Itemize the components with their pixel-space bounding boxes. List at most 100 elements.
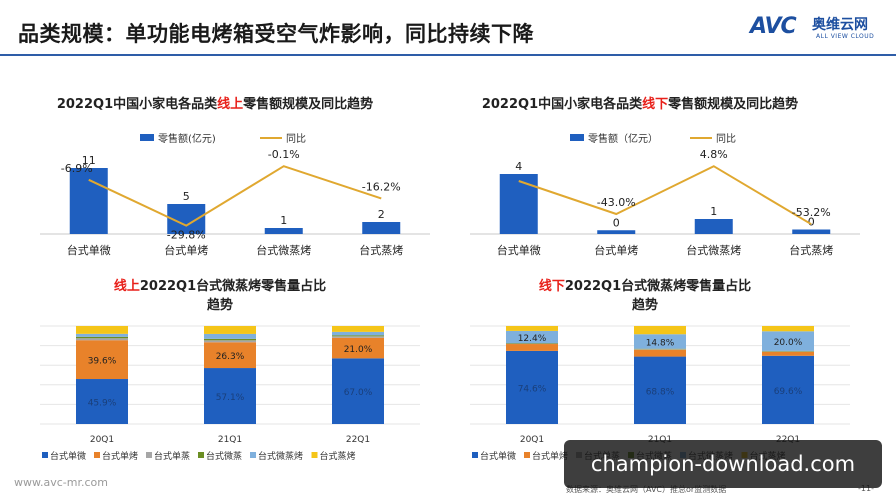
category-label: 台式微蒸烤 <box>256 243 311 257</box>
stack-segment <box>76 338 128 341</box>
line-value-label: -16.2% <box>362 180 401 193</box>
category-label: 21Q1 <box>218 435 242 445</box>
footer-url: www.avc-mr.com <box>14 476 108 489</box>
segment-label: 14.8% <box>646 338 675 348</box>
category-label: 台式蒸烤 <box>789 243 833 257</box>
legend-label: 台式单烤 <box>532 450 568 462</box>
bar <box>362 222 401 234</box>
title-part: 2022Q1台式微蒸烤零售量占比趋势 <box>139 279 327 313</box>
logo-english-name: ALL VIEW CLOUD <box>816 33 875 40</box>
title-highlight: 线下 <box>642 97 669 112</box>
legend-label-line: 同比 <box>716 133 736 145</box>
legend-label: 台式单蒸 <box>154 450 190 462</box>
legend-swatch <box>250 452 256 458</box>
title-part: 2022Q1中国小家电各品类 <box>481 97 643 112</box>
footer-source: 数据来源：奥维云网（AVC）推总or监测数据 <box>566 485 727 494</box>
chart-title-online-share: 线上2022Q1台式微蒸烤零售量占比趋势 <box>110 277 330 315</box>
stack-segment <box>76 326 128 334</box>
stack-segment <box>76 379 128 424</box>
legend-label: 台式蒸烤 <box>320 450 356 462</box>
stack-segment <box>762 355 814 424</box>
bar-value-label: 1 <box>280 214 287 227</box>
bar <box>69 168 108 234</box>
legend-swatch <box>311 452 318 458</box>
legend-label-bar: 零售额（亿元） <box>588 132 658 145</box>
page-number: -11- <box>858 484 874 493</box>
legend-label: 台式单微 <box>480 450 516 462</box>
segment-label: 26.3% <box>216 352 245 362</box>
category-label: 台式单微 <box>497 243 541 257</box>
legend-swatch-bar <box>570 134 584 141</box>
legend-swatch <box>198 452 204 458</box>
stack-segment <box>204 368 256 424</box>
title-highlight: 线上 <box>217 97 244 112</box>
logo-mark: AVC <box>750 14 797 39</box>
segment-label: 21.0% <box>344 345 373 355</box>
stack-segment <box>762 326 814 332</box>
category-label: 20Q1 <box>90 435 114 445</box>
yoy-line <box>88 165 382 227</box>
chart-title-online-sales: 2022Q1中国小家电各品类线上零售额规模及同比趋势 <box>50 95 380 114</box>
stack-segment <box>762 331 814 351</box>
chart-title-offline-sales: 2022Q1中国小家电各品类线下零售额规模及同比趋势 <box>475 95 805 114</box>
line-value-label: -29.8% <box>167 229 206 242</box>
slide-header: 品类规模：单功能电烤箱受空气炸影响，同比持续下降 AVC 奥维云网 ALL VI… <box>0 0 896 62</box>
stack-segment <box>76 340 128 380</box>
segment-label: 74.6% <box>518 384 547 394</box>
segment-label: 12.4% <box>518 334 547 344</box>
category-label: 台式单烤 <box>594 243 638 257</box>
chart-offline-sales: 零售额（亿元） 同比 4 台式单微 0 台式单烤 1 台式微蒸烤 0 台式蒸烤 -43.0% 4.8%… <box>470 132 860 257</box>
title-part: 2022Q1台式微蒸烤零售量占比趋势 <box>564 279 752 313</box>
bar-value-label: 2 <box>378 208 385 221</box>
legend-label: 台式微蒸 <box>206 450 242 462</box>
legend-label-bar: 零售额(亿元) <box>158 132 216 145</box>
title-highlight: 线下 <box>538 279 565 294</box>
bar-value-label: 5 <box>183 190 190 203</box>
category-label: 台式单微 <box>67 243 111 257</box>
category-label: 22Q1 <box>346 435 370 445</box>
stack-segment <box>506 330 558 344</box>
stack-segment <box>332 331 384 336</box>
title-highlight: 线上 <box>113 279 140 294</box>
category-label: 台式微蒸烤 <box>686 243 741 257</box>
stack-segment <box>332 337 384 359</box>
category-label: 台式蒸烤 <box>359 243 403 257</box>
segment-label: 20.0% <box>774 338 803 348</box>
stack-segment <box>506 326 558 331</box>
category-label: 20Q1 <box>520 435 544 445</box>
stack-segment <box>506 350 558 424</box>
bar <box>499 174 538 234</box>
segment-label: 69.6% <box>774 387 803 397</box>
bar <box>597 230 636 234</box>
line-value-label: -0.1% <box>268 148 300 161</box>
stack-segment <box>634 349 686 357</box>
segment-label: 39.6% <box>88 357 117 367</box>
stack-segment <box>332 358 384 424</box>
logo-chinese-name: 奥维云网 <box>812 17 868 33</box>
title-part: 2022Q1中国小家电各品类 <box>56 97 218 112</box>
segment-label: 68.8% <box>646 387 675 397</box>
segment-label: 45.9% <box>88 399 117 409</box>
bar-value-label: 4 <box>515 160 522 173</box>
bar-value-label: 11 <box>82 154 96 167</box>
stack-segment <box>332 326 384 332</box>
stack-segment <box>204 340 256 343</box>
line-value-label: -6.9% <box>61 162 93 175</box>
legend-swatch-bar <box>140 134 154 141</box>
segment-label: 57.1% <box>216 393 245 403</box>
legend-swatch <box>472 452 478 458</box>
legend-swatch <box>94 452 100 458</box>
bar <box>792 229 831 234</box>
chart-title-offline-share: 线下2022Q1台式微蒸烤零售量占比趋势 <box>535 277 755 315</box>
chart-online-share: 45.9% 39.6% 20Q1 57.1% 26.3% 21Q1 67.0% 21.0% 22… <box>40 325 420 462</box>
legend-label-line: 同比 <box>286 133 306 145</box>
title-part: 零售额规模及同比趋势 <box>668 97 799 112</box>
stack-segment <box>634 334 686 349</box>
stack-segment <box>762 351 814 356</box>
watermark-banner: champion-download.com <box>564 440 882 488</box>
bar <box>264 228 303 234</box>
bar-value-label: 0 <box>808 216 815 229</box>
stack-segment <box>332 335 384 337</box>
slide-title: 品类规模：单功能电烤箱受空气炸影响，同比持续下降 <box>18 22 534 46</box>
legend-swatch <box>42 452 48 458</box>
